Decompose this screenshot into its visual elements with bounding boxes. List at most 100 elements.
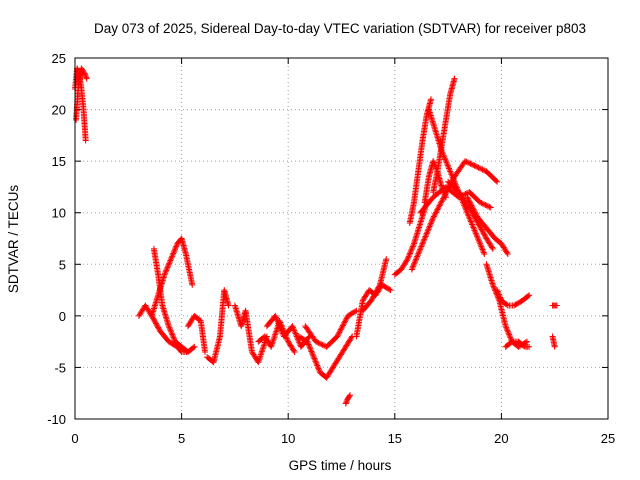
data-point <box>318 341 325 348</box>
data-point <box>371 290 378 297</box>
data-point <box>432 210 439 217</box>
data-point <box>406 251 413 258</box>
data-point <box>339 323 346 330</box>
data-point <box>440 152 447 159</box>
data-point <box>438 198 445 205</box>
data-point <box>82 71 89 78</box>
data-point <box>412 257 419 264</box>
data-point <box>427 220 434 227</box>
data-point <box>312 358 319 365</box>
data-point <box>163 265 170 272</box>
data-point <box>291 329 298 336</box>
data-point <box>475 237 482 244</box>
data-point <box>526 343 533 350</box>
data-point <box>478 200 485 207</box>
data-point <box>314 339 321 346</box>
data-point <box>309 349 316 356</box>
series-track-14 <box>353 281 394 340</box>
data-point <box>439 196 446 203</box>
y-tick-label: 20 <box>52 103 66 118</box>
data-point <box>190 344 197 351</box>
data-point <box>172 244 179 251</box>
data-point <box>442 191 449 198</box>
data-point <box>494 287 501 294</box>
data-point <box>293 332 300 339</box>
data-point <box>171 335 178 342</box>
data-point <box>311 355 318 362</box>
data-point <box>481 201 488 208</box>
data-point <box>423 230 430 237</box>
data-point <box>342 318 349 325</box>
data-point <box>479 229 486 236</box>
data-point <box>259 347 266 354</box>
data-point <box>487 204 494 211</box>
data-point <box>479 200 486 207</box>
data-point <box>419 240 426 247</box>
data-point <box>491 286 498 293</box>
data-point <box>478 245 485 252</box>
data-point <box>424 227 431 234</box>
data-point <box>424 229 431 236</box>
data-point <box>315 365 322 372</box>
data-point <box>477 199 484 206</box>
data-point <box>449 177 456 184</box>
data-point <box>420 237 427 244</box>
data-point <box>340 321 347 328</box>
series-track-6 <box>184 312 209 355</box>
data-point <box>493 177 500 184</box>
data-point <box>469 203 476 210</box>
data-point <box>276 321 283 328</box>
series-track-12 <box>302 307 360 350</box>
data-point <box>277 326 284 333</box>
data-point <box>478 226 485 233</box>
data-point <box>314 363 321 370</box>
data-point <box>168 330 175 337</box>
series-track-4 <box>148 235 196 319</box>
data-point <box>83 75 90 82</box>
data-point <box>414 252 421 259</box>
data-point <box>478 165 485 172</box>
x-tick-label: 0 <box>71 431 78 446</box>
data-point <box>290 324 297 331</box>
data-point <box>342 400 349 407</box>
series-track-24 <box>464 194 511 257</box>
data-point <box>469 222 476 229</box>
data-point <box>476 165 483 172</box>
data-point <box>442 158 449 165</box>
data-point <box>271 334 278 341</box>
data-point <box>408 247 415 254</box>
data-point <box>425 226 432 233</box>
data-point <box>447 168 454 175</box>
series-track-17 <box>406 96 435 227</box>
data-point <box>478 243 485 250</box>
data-point <box>337 326 344 333</box>
data-point <box>260 342 267 349</box>
data-point <box>346 393 353 400</box>
data-point <box>169 251 176 258</box>
data-point <box>191 343 198 350</box>
data-point <box>503 301 510 308</box>
data-point <box>82 73 89 80</box>
data-point <box>342 316 349 323</box>
data-point <box>467 217 474 224</box>
data-point <box>415 250 422 257</box>
data-point <box>371 292 378 299</box>
data-point <box>343 315 350 322</box>
data-point <box>471 207 478 214</box>
data-point <box>169 331 176 338</box>
data-point <box>308 348 315 355</box>
data-point <box>480 249 487 256</box>
data-point <box>172 246 179 253</box>
data-point <box>468 202 475 209</box>
series-track-2 <box>73 65 90 123</box>
x-tick-label: 5 <box>178 431 185 446</box>
data-point <box>472 209 479 216</box>
data-point <box>314 362 321 369</box>
data-point <box>258 350 265 357</box>
data-point <box>347 392 354 399</box>
data-point <box>440 195 447 202</box>
y-tick-label: 15 <box>52 154 66 169</box>
data-point <box>447 169 454 176</box>
data-point <box>464 211 471 218</box>
data-point <box>473 212 480 219</box>
